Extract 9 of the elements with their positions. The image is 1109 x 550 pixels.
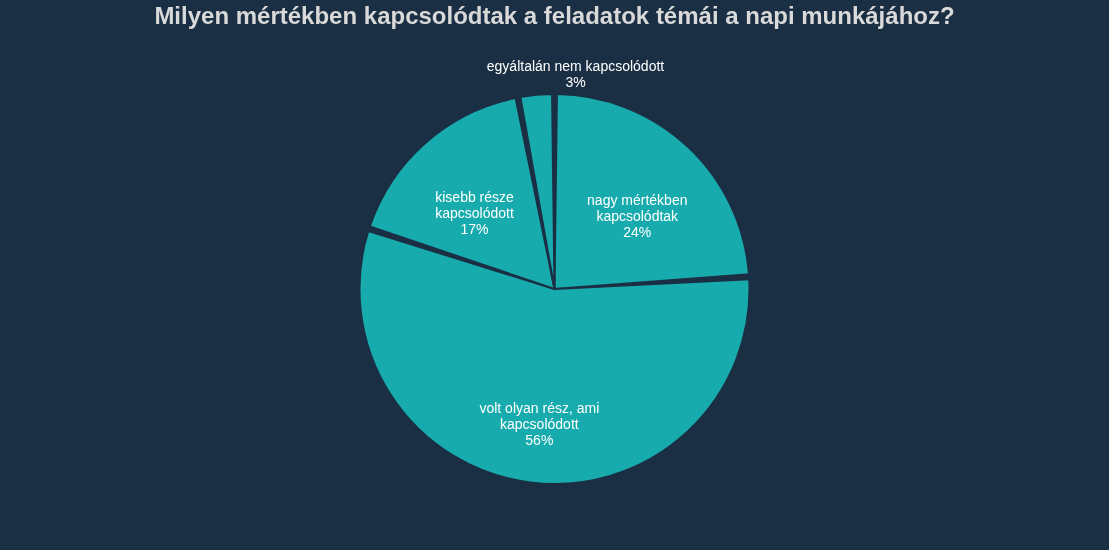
slice-label: egyáltalán nem kapcsolódott: [486, 57, 665, 74]
slice-label: nagy mértékben kapcsolódtak: [587, 191, 688, 224]
slice-label: volt olyan rész, ami kapcsolódott: [479, 399, 600, 432]
data-label: 17%: [460, 221, 489, 238]
data-label: 3%: [565, 73, 586, 90]
data-label: 24%: [623, 223, 652, 240]
slice-label: kisebb része kapcsolódott: [435, 189, 515, 222]
data-label: 56%: [525, 431, 554, 448]
chart-title: Milyen mértékben kapcsolódtak a feladatok témái a napi munkájához?: [154, 2, 955, 29]
